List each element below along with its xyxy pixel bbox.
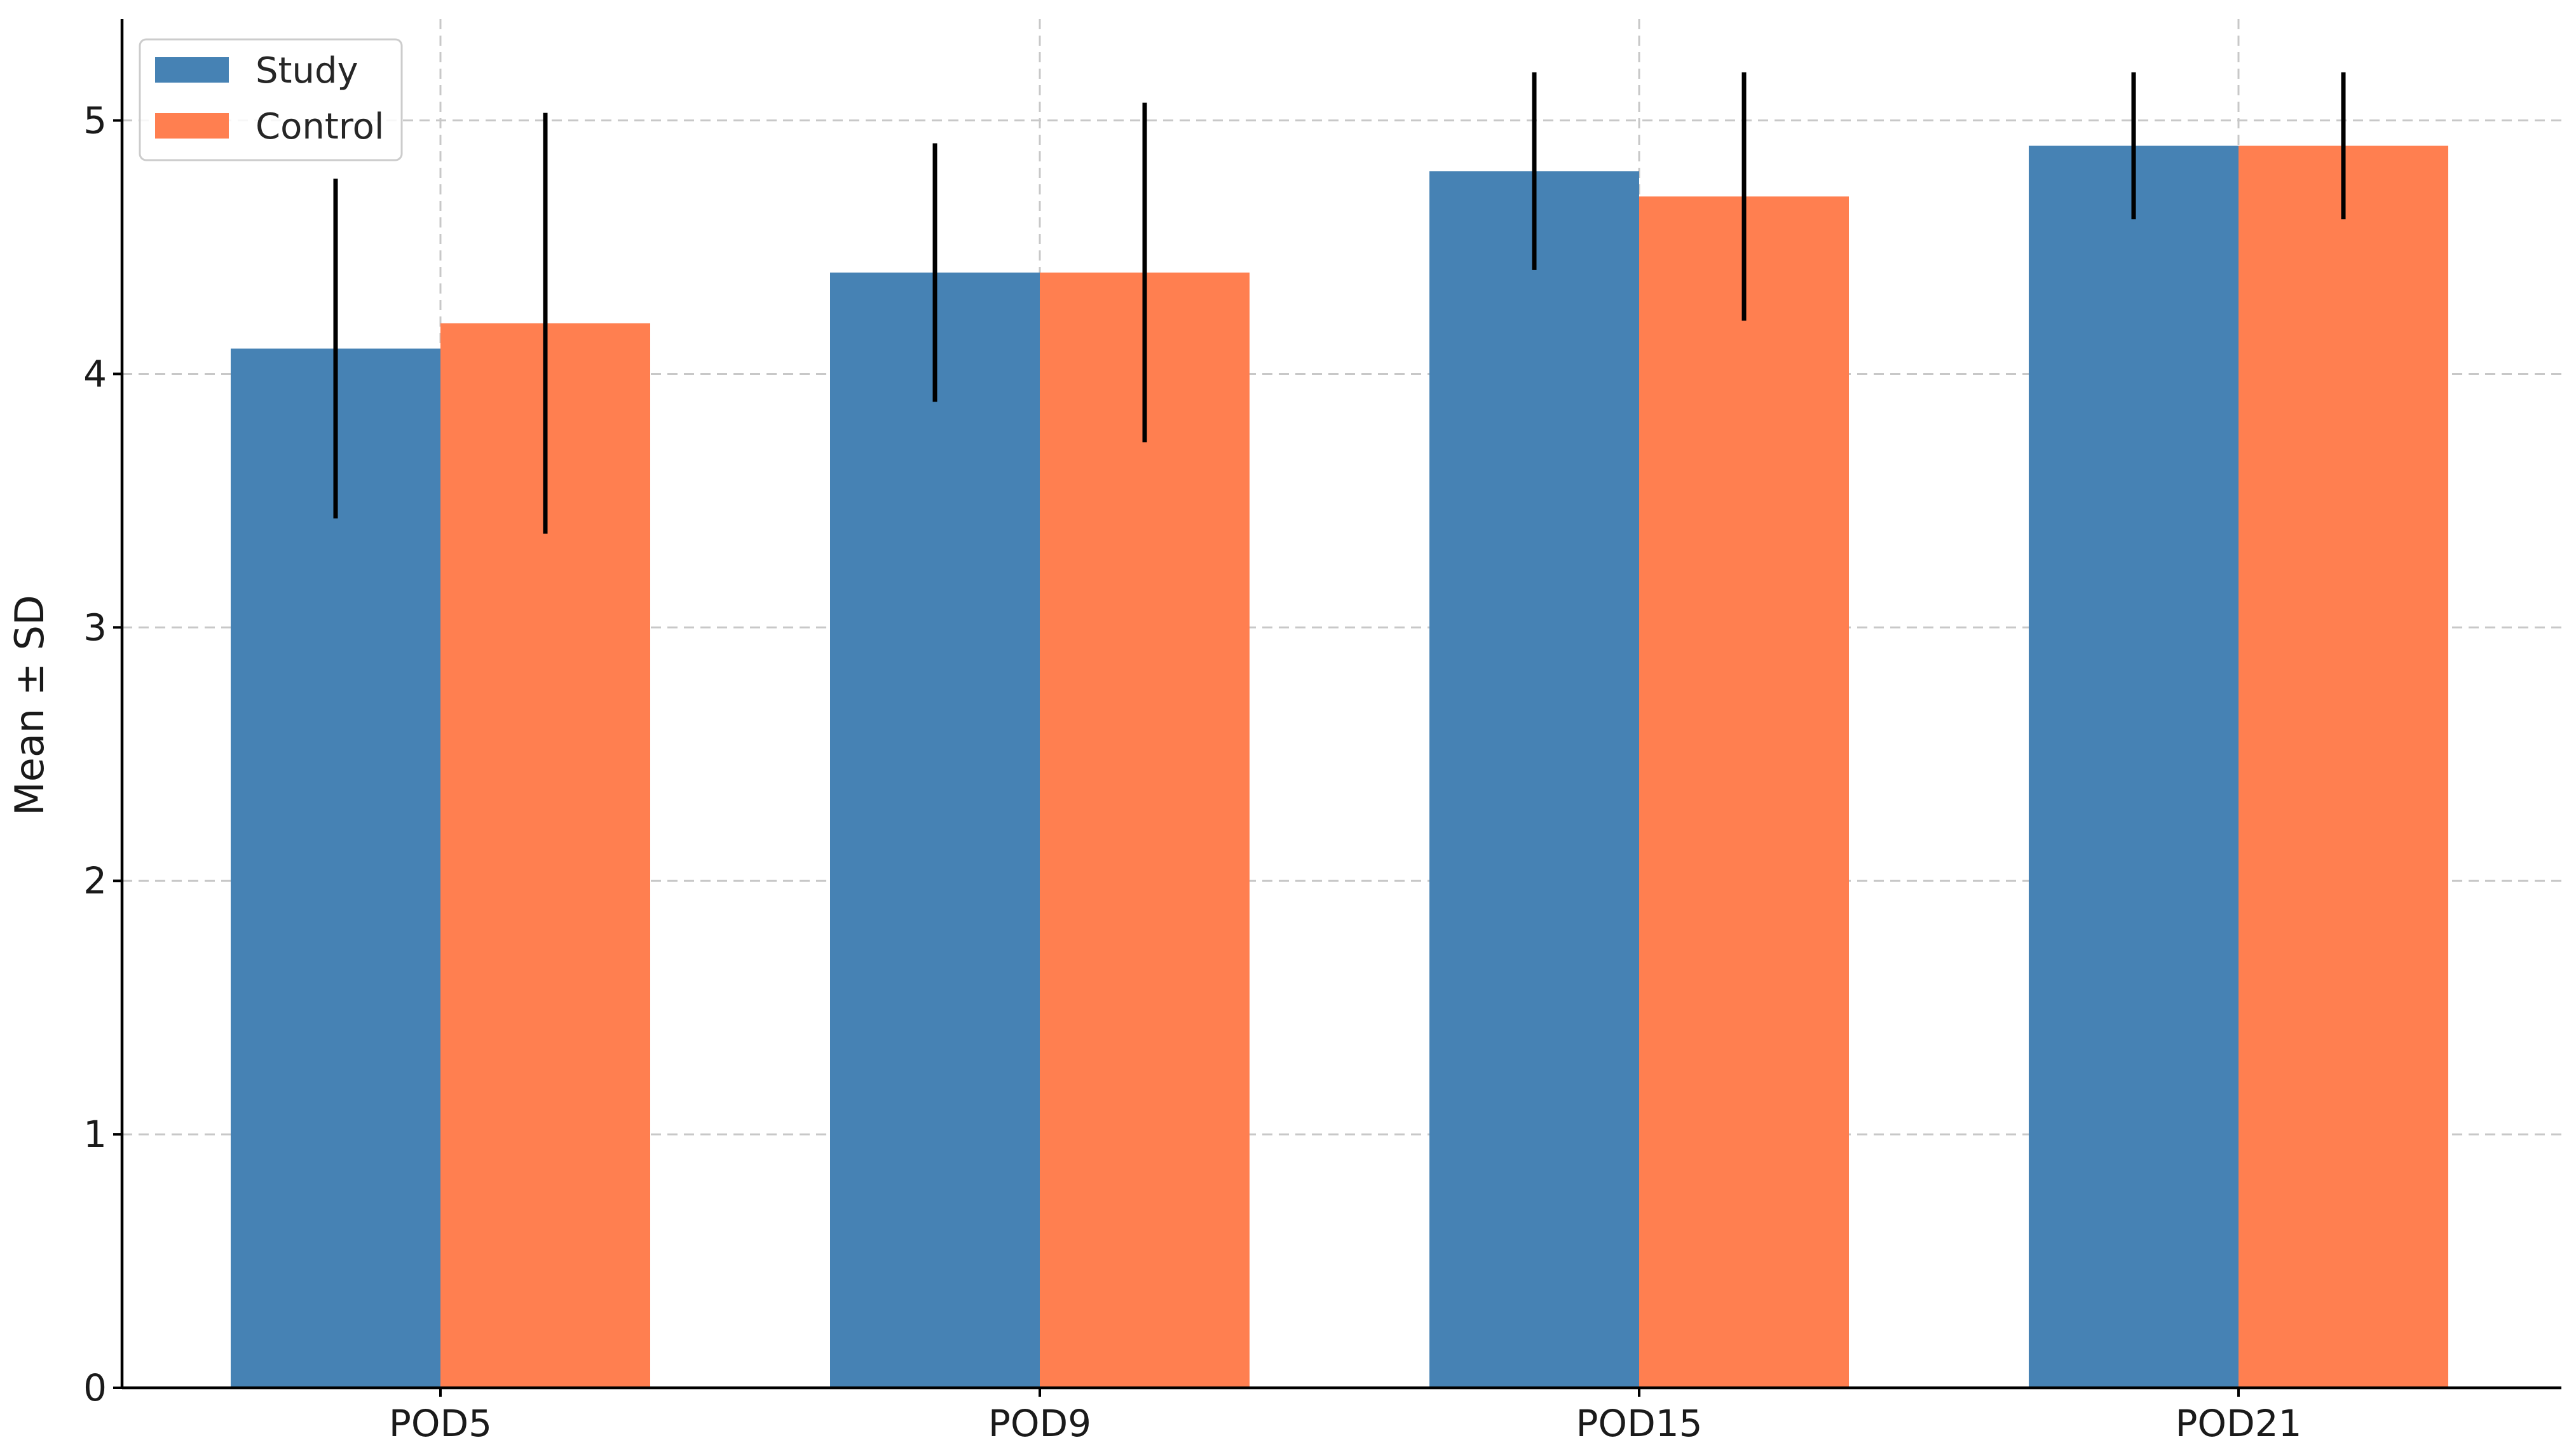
legend-swatch-control [155,113,229,139]
y-tick-label: 1 [83,1113,107,1156]
error-bars [333,72,2346,534]
bar-control-pod9 [1040,272,1250,1388]
legend-label-control: Control [256,106,384,147]
bar-study-pod5 [231,348,440,1388]
x-tick-label: POD9 [988,1402,1091,1445]
x-tick-label: POD5 [389,1402,492,1445]
bar-control-pod15 [1639,196,1849,1388]
axes [113,19,2561,1397]
bars [231,146,2448,1388]
legend-label-study: Study [256,50,358,92]
y-tick-label: 0 [83,1366,107,1409]
y-tick-label: 4 [83,352,107,395]
x-tick-label: POD15 [1576,1402,1702,1445]
y-tick-label: 5 [83,99,107,142]
bar-study-pod21 [2029,146,2239,1388]
y-tick-label: 2 [83,859,107,902]
y-tick-label: 3 [83,606,107,649]
y-axis-label: Mean ± SD [6,595,53,815]
bar-control-pod21 [2239,146,2448,1388]
legend-swatch-study [155,57,229,83]
legend: Study Control [139,38,403,161]
bar-study-pod9 [830,272,1040,1388]
x-tick-label: POD21 [2175,1402,2301,1445]
tick-labels: 0 1 2 3 4 5 POD5 POD9 POD15 POD21 [83,99,2301,1445]
bar-study-pod15 [1429,171,1639,1388]
